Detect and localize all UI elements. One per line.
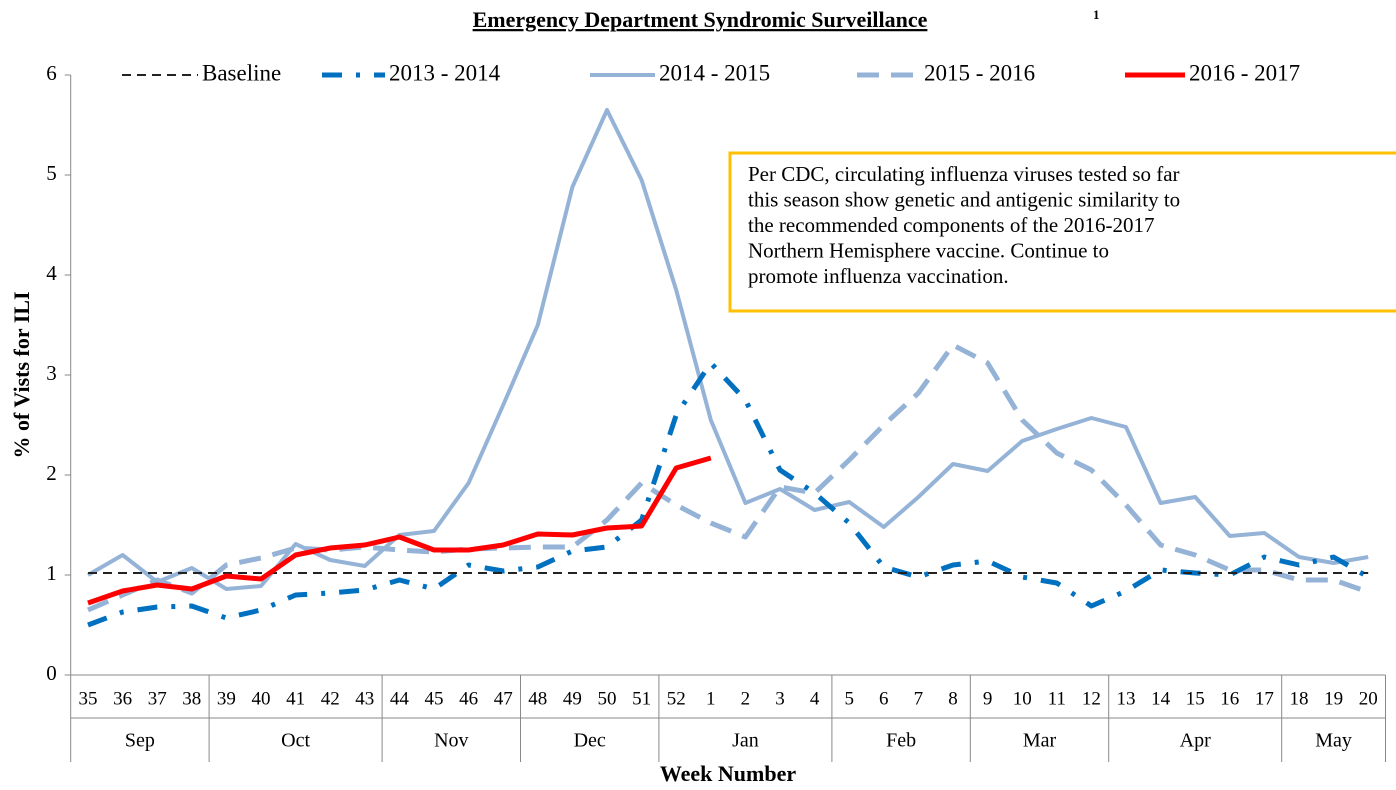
annotation-text: Northern Hemisphere vaccine. Continue to	[748, 238, 1109, 262]
x-tick-label: 52	[667, 688, 686, 709]
x-tick-label: 16	[1220, 688, 1239, 709]
month-label: Sep	[125, 730, 155, 752]
x-tick-label: 20	[1359, 688, 1378, 709]
x-tick-label: 2	[741, 688, 751, 709]
month-label: May	[1315, 730, 1352, 752]
x-tick-label: 3	[775, 688, 785, 709]
x-tick-label: 47	[494, 688, 513, 709]
legend-label: 2016 - 2017	[1189, 60, 1300, 85]
x-tick-label: 42	[321, 688, 340, 709]
x-tick-label: 18	[1290, 688, 1309, 709]
month-label: Mar	[1023, 730, 1057, 752]
x-tick-label: 46	[459, 688, 478, 709]
x-tick-label: 37	[148, 688, 167, 709]
series-line	[87, 360, 1370, 628]
annotation-text: the recommended components of the 2016-2…	[748, 213, 1154, 237]
x-tick-label: 11	[1048, 688, 1066, 709]
y-tick-label: 5	[46, 161, 57, 185]
x-tick-label: 38	[182, 688, 201, 709]
month-label: Jan	[732, 730, 759, 752]
y-tick-label: 6	[46, 61, 57, 85]
annotation-text: promote influenza vaccination.	[748, 264, 1009, 288]
title-footnote: 1	[1093, 7, 1100, 22]
x-tick-label: 45	[425, 688, 444, 709]
chart-title: Emergency Department Syndromic Surveilla…	[473, 7, 928, 32]
y-tick-label: 3	[46, 361, 57, 385]
x-tick-label: 19	[1324, 688, 1343, 709]
y-axis-title: % of Vists for ILI	[9, 291, 34, 458]
series-line	[87, 342, 1370, 613]
y-tick-label: 0	[46, 661, 57, 685]
x-tick-label: 1	[706, 688, 716, 709]
x-tick-label: 15	[1186, 688, 1205, 709]
x-tick-label: 51	[632, 688, 651, 709]
x-tick-label: 8	[948, 688, 958, 709]
annotation-box	[728, 151, 1396, 313]
y-tick-label: 1	[46, 561, 57, 585]
x-tick-label: 44	[390, 688, 410, 709]
x-axis-title: Week Number	[660, 761, 797, 786]
month-label: Dec	[574, 730, 606, 752]
x-tick-label: 48	[528, 688, 547, 709]
annotation-text: this season show genetic and antigenic s…	[748, 187, 1180, 211]
x-tick-label: 9	[983, 688, 993, 709]
x-tick-label: 5	[844, 688, 854, 709]
x-tick-label: 40	[252, 688, 271, 709]
x-tick-label: 49	[563, 688, 582, 709]
month-label: Feb	[886, 730, 916, 752]
month-label: Oct	[281, 730, 310, 752]
legend-label: 2013 - 2014	[389, 60, 501, 85]
series-line	[87, 455, 712, 606]
x-tick-label: 14	[1151, 688, 1171, 709]
x-tick-label: 39	[217, 688, 236, 709]
y-tick-label: 2	[46, 461, 57, 485]
x-tick-label: 6	[879, 688, 889, 709]
x-tick-label: 12	[1082, 688, 1101, 709]
x-tick-label: 35	[79, 688, 98, 709]
x-tick-label: 4	[810, 688, 820, 709]
annotation-text: Per CDC, circulating influenza viruses t…	[748, 162, 1180, 186]
x-tick-label: 17	[1255, 688, 1274, 709]
legend-label: 2014 - 2015	[659, 60, 770, 85]
x-tick-label: 13	[1117, 688, 1136, 709]
y-tick-label: 4	[46, 261, 57, 285]
series-line	[86, 108, 1369, 591]
x-tick-label: 50	[598, 688, 617, 709]
legend-label: 2015 - 2016	[924, 60, 1035, 85]
x-tick-label: 43	[355, 688, 374, 709]
x-tick-label: 36	[113, 688, 132, 709]
month-label: Nov	[434, 730, 468, 752]
x-tick-label: 7	[914, 688, 924, 709]
x-tick-label: 41	[286, 688, 305, 709]
x-tick-label: 10	[1013, 688, 1032, 709]
legend-label: Baseline	[202, 60, 281, 85]
month-label: Apr	[1180, 730, 1211, 752]
